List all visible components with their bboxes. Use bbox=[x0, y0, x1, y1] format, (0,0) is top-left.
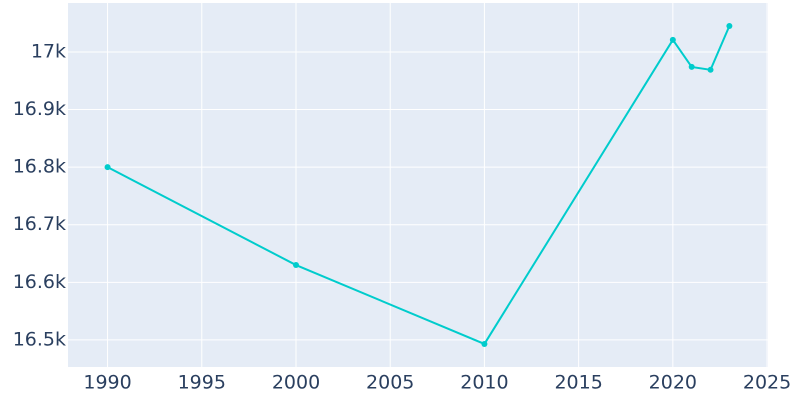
x-tick-label: 1990 bbox=[83, 372, 131, 394]
x-tick-label: 2025 bbox=[743, 372, 791, 394]
x-tick-label: 2010 bbox=[460, 372, 508, 394]
point bbox=[669, 36, 676, 43]
x-tick-label: 2015 bbox=[554, 372, 602, 394]
y-tick-label: 16.9k bbox=[13, 98, 66, 120]
point bbox=[481, 340, 488, 347]
x-tick-label: 2020 bbox=[649, 372, 697, 394]
point bbox=[104, 164, 111, 171]
point bbox=[688, 63, 695, 70]
plot-area bbox=[68, 3, 768, 367]
point bbox=[707, 66, 714, 73]
point bbox=[726, 23, 733, 30]
x-tick-label: 2005 bbox=[366, 372, 414, 394]
y-tick-label: 17k bbox=[31, 40, 66, 62]
y-tick-label: 16.6k bbox=[13, 271, 66, 293]
x-tick-label: 1995 bbox=[178, 372, 226, 394]
x-tick-label: 2000 bbox=[272, 372, 320, 394]
y-tick-label: 16.5k bbox=[13, 328, 66, 350]
y-tick-label: 16.7k bbox=[13, 213, 66, 235]
point bbox=[292, 262, 299, 269]
y-tick-label: 16.8k bbox=[13, 156, 66, 178]
